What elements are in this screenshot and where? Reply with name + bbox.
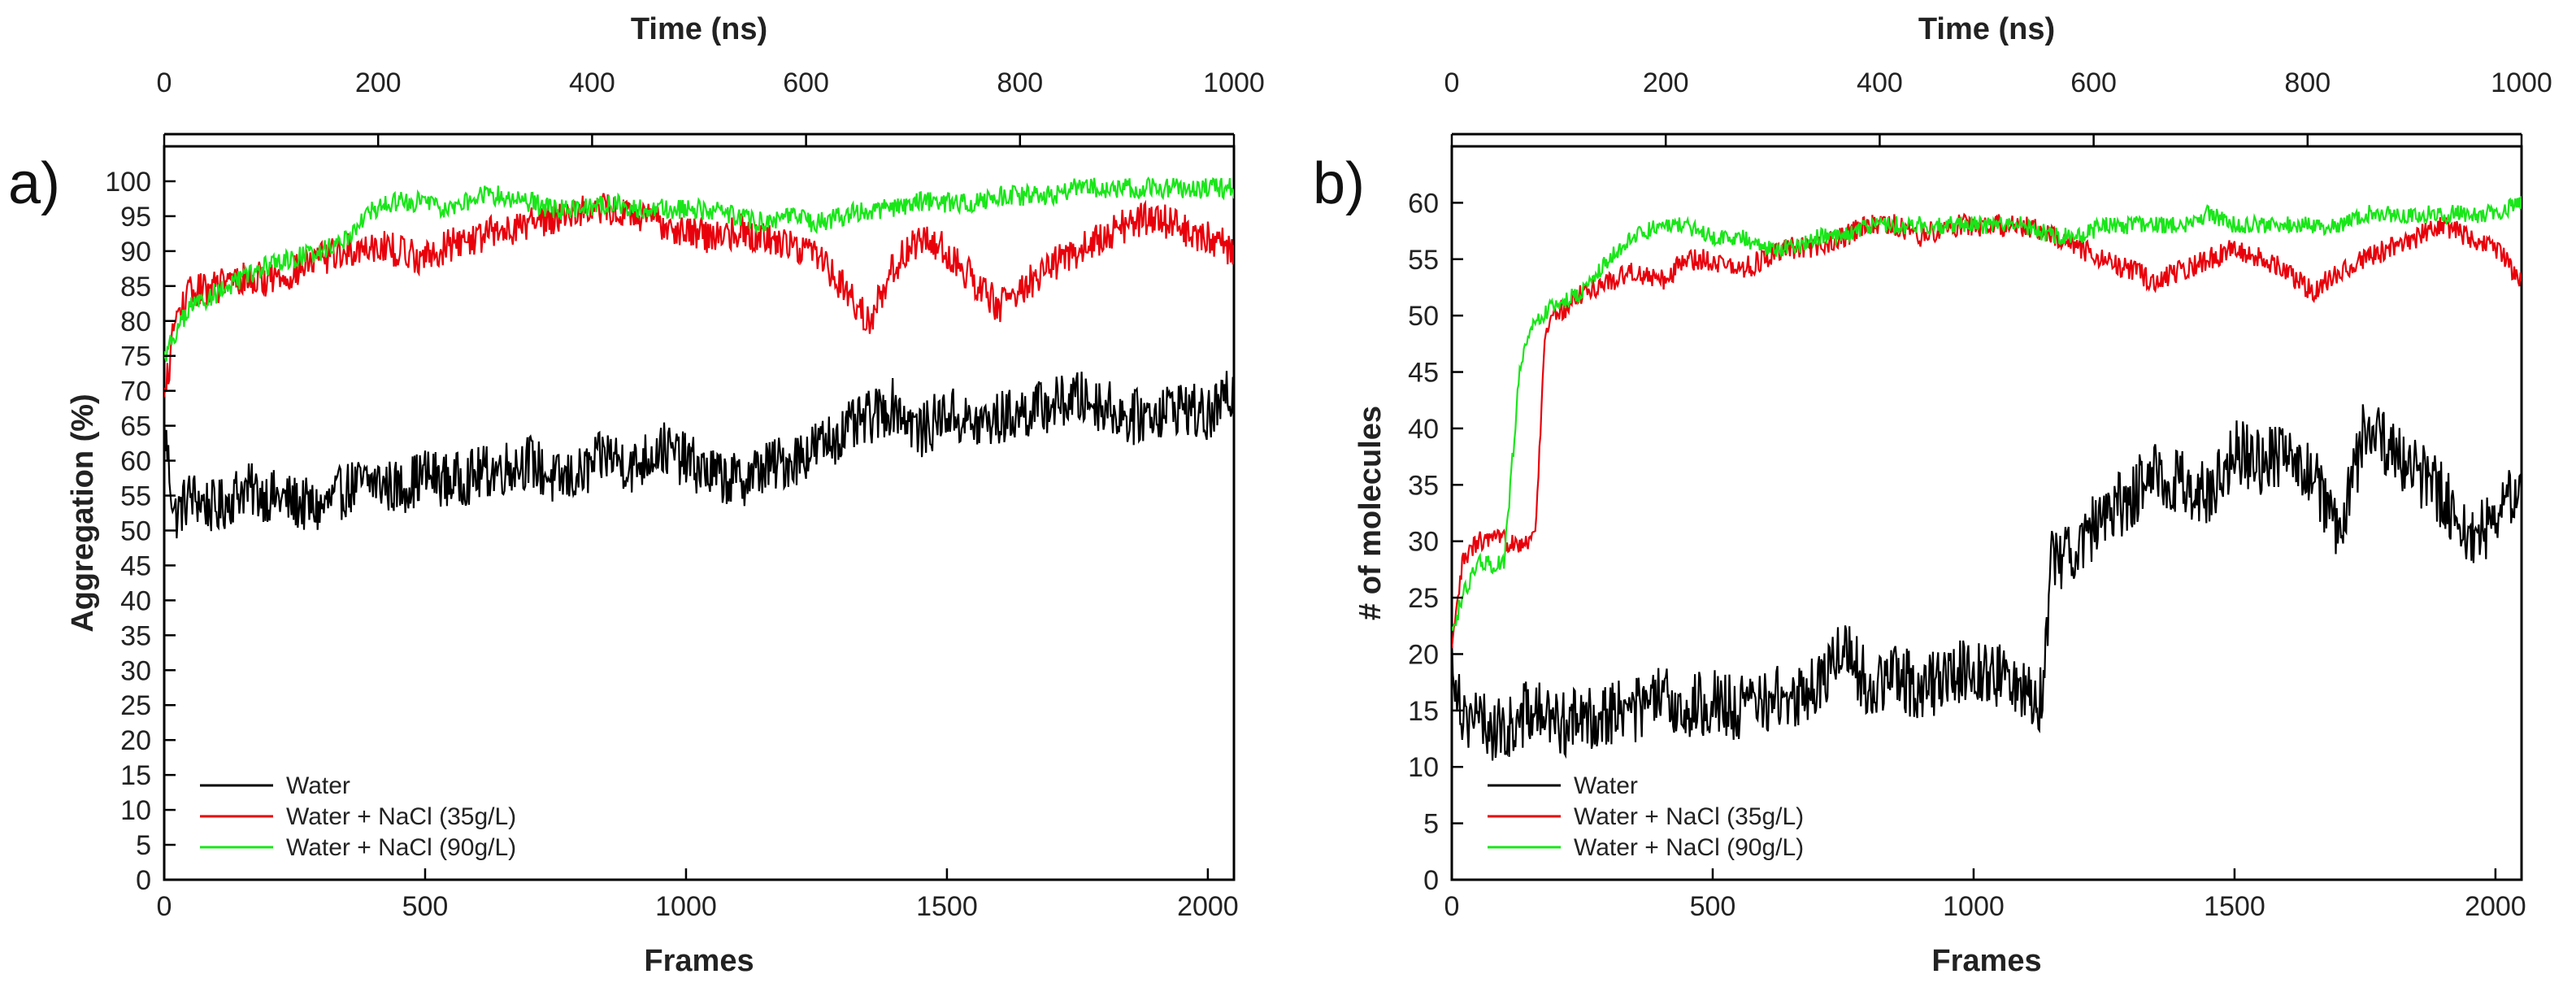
- y-tick-label: 85: [120, 272, 151, 302]
- y-tick-label: 65: [120, 411, 151, 442]
- y-tick-label: 40: [1408, 414, 1439, 445]
- x-tick-label: 1500: [2204, 891, 2265, 922]
- panel-label: b): [1313, 151, 1365, 216]
- y-tick-label: 15: [120, 760, 151, 791]
- x2-tick-label: 1000: [1203, 67, 1265, 98]
- legend-label-1: Water: [1574, 772, 1638, 799]
- series-line-3: [164, 176, 1234, 363]
- x2-tick-label: 200: [355, 67, 402, 98]
- x-tick-label: 1000: [1943, 891, 2005, 922]
- y-tick-label: 60: [1408, 188, 1439, 219]
- chart-panel-1: 0510152025303540455055606570758085909510…: [8, 12, 1265, 978]
- x2-tick-label: 800: [997, 67, 1043, 98]
- y-tick-label: 10: [1408, 752, 1439, 783]
- y-tick-label: 20: [1408, 639, 1439, 670]
- y-tick-label: 10: [120, 795, 151, 826]
- y-tick-label: 45: [1408, 358, 1439, 389]
- x-tick-label: 1000: [655, 891, 717, 922]
- x-axis-title: Frames: [644, 944, 754, 978]
- y-tick-label: 50: [1408, 301, 1439, 332]
- x2-tick-label: 0: [157, 67, 172, 98]
- series-line-1: [164, 371, 1234, 539]
- legend-label-1: Water: [286, 772, 350, 799]
- y-tick-label: 20: [120, 725, 151, 756]
- x2-tick-label: 400: [569, 67, 615, 98]
- panel-label: a): [8, 151, 60, 216]
- y-tick-label: 70: [120, 376, 151, 407]
- y-tick-label: 55: [120, 481, 151, 512]
- y-axis-title: Aggregation (%): [66, 394, 100, 632]
- y-tick-label: 15: [1408, 696, 1439, 727]
- y-axis-title: # of molecules: [1353, 406, 1388, 620]
- x2-tick-label: 600: [2070, 67, 2117, 98]
- y-tick-label: 5: [136, 830, 151, 861]
- x-tick-label: 2000: [2465, 891, 2526, 922]
- x2-tick-label: 600: [783, 67, 829, 98]
- y-tick-label: 75: [120, 341, 151, 372]
- series-line-2: [1452, 212, 2522, 649]
- y-tick-label: 30: [1408, 527, 1439, 558]
- y-tick-label: 5: [1423, 809, 1439, 840]
- legend-label-3: Water + NaCl (90g/L): [1574, 834, 1804, 861]
- series-line-2: [164, 193, 1234, 398]
- y-tick-label: 0: [136, 865, 151, 896]
- y-tick-label: 60: [120, 446, 151, 477]
- y-tick-label: 0: [1423, 865, 1439, 896]
- plot-frame: [163, 145, 1236, 881]
- y-tick-label: 90: [120, 237, 151, 267]
- series-line-3: [1452, 196, 2522, 631]
- x2-tick-label: 1000: [2491, 67, 2552, 98]
- y-tick-label: 40: [120, 585, 151, 616]
- plot-frame: [1450, 145, 2523, 881]
- y-tick-label: 35: [1408, 470, 1439, 501]
- x2-tick-label: 0: [1444, 67, 1460, 98]
- legend-label-2: Water + NaCl (35g/L): [286, 803, 516, 830]
- y-tick-label: 100: [105, 167, 151, 198]
- y-tick-label: 30: [120, 655, 151, 686]
- y-tick-label: 25: [1408, 583, 1439, 614]
- x2-tick-label: 200: [1643, 67, 1689, 98]
- x2-tick-label: 800: [2284, 67, 2331, 98]
- x-tick-label: 500: [402, 891, 449, 922]
- series-line-1: [1452, 404, 2522, 761]
- y-tick-label: 50: [120, 515, 151, 546]
- x2-axis-title: Time (ns): [1918, 12, 2055, 46]
- y-tick-label: 45: [120, 550, 151, 581]
- x2-axis-title: Time (ns): [631, 12, 767, 46]
- x-tick-label: 2000: [1177, 891, 1239, 922]
- x-tick-label: 0: [157, 891, 172, 922]
- x-tick-label: 1500: [916, 891, 978, 922]
- x-tick-label: 500: [1690, 891, 1736, 922]
- legend-label-3: Water + NaCl (90g/L): [286, 834, 516, 861]
- legend-label-2: Water + NaCl (35g/L): [1574, 803, 1804, 830]
- x2-tick-label: 400: [1857, 67, 1903, 98]
- y-tick-label: 35: [120, 620, 151, 651]
- x-axis-title: Frames: [1931, 944, 2041, 978]
- y-tick-label: 95: [120, 202, 151, 233]
- y-tick-label: 25: [120, 690, 151, 721]
- y-tick-label: 55: [1408, 245, 1439, 276]
- x-tick-label: 0: [1444, 891, 1460, 922]
- y-tick-label: 80: [120, 307, 151, 337]
